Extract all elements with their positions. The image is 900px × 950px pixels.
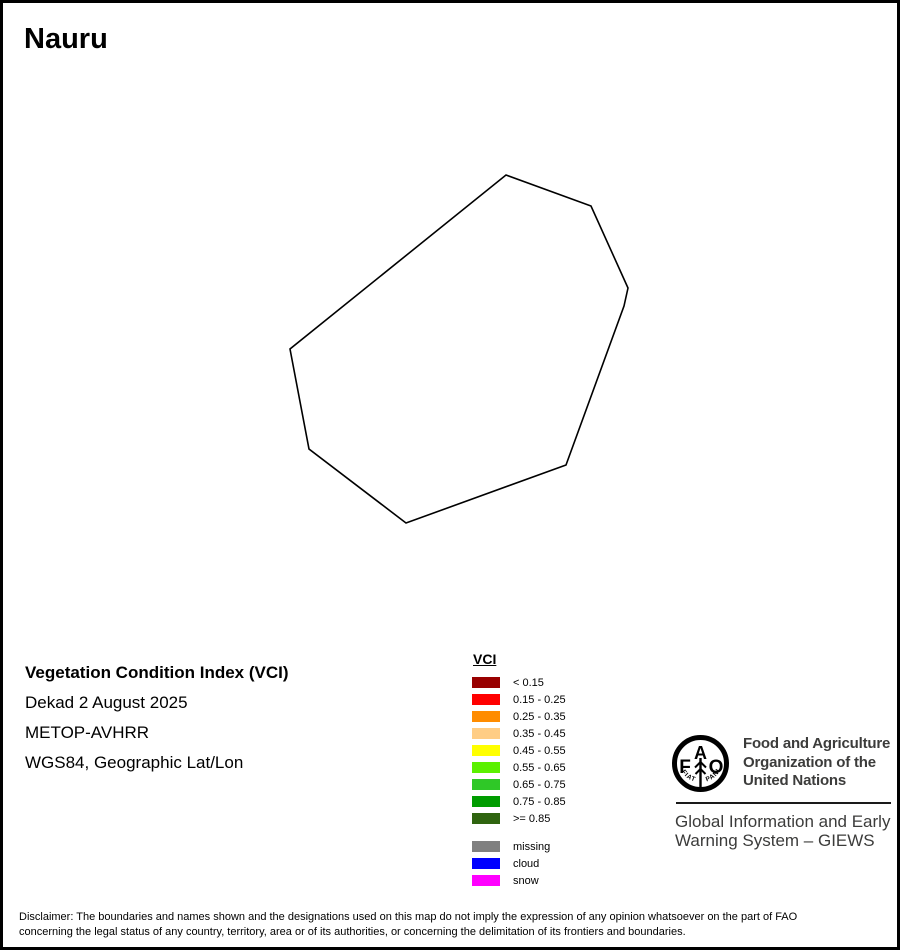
fao-logo-letter-f: F (679, 757, 691, 778)
legend-label: 0.45 - 0.55 (513, 744, 566, 757)
disclaimer: Disclaimer: The boundaries and names sho… (19, 910, 797, 940)
legend-label: 0.25 - 0.35 (513, 710, 566, 723)
legend-row: 0.55 - 0.65 (472, 759, 566, 776)
giews-caption: Global Information and Early Warning Sys… (675, 812, 891, 850)
legend-label: < 0.15 (513, 676, 544, 689)
legend-row: 0.75 - 0.85 (472, 793, 566, 810)
legend-row: cloud (472, 855, 566, 872)
island-outline (289, 174, 629, 524)
map-info-projection: WGS84, Geographic Lat/Lon (25, 753, 244, 772)
page-title: Nauru (24, 23, 108, 55)
fao-logo-letter-o: O (709, 757, 724, 778)
island-outline-map (289, 174, 629, 524)
legend-label: cloud (513, 857, 540, 870)
map-info-sensor: METOP-AVHRR (25, 723, 150, 742)
legend-row: 0.15 - 0.25 (472, 691, 566, 708)
legend-label: missing (513, 840, 551, 853)
legend-row: 0.35 - 0.45 (472, 725, 566, 742)
legend-swatch (472, 762, 500, 773)
fao-org-line: Food and Agriculture (743, 735, 891, 752)
legend-row: >= 0.85 (472, 810, 566, 827)
map-info-heading: Vegetation Condition Index (VCI) (25, 663, 289, 682)
legend-row: < 0.15 (472, 674, 566, 691)
legend-label: snow (513, 874, 539, 887)
legend-row: snow (472, 872, 566, 889)
legend-swatch (472, 796, 500, 807)
legend-swatch (472, 677, 500, 688)
legend-swatch (472, 694, 500, 705)
fao-org-line: United Nations (743, 772, 847, 789)
legend-row: missing (472, 838, 566, 855)
vci-legend-title: VCI (473, 651, 497, 667)
legend-label: 0.65 - 0.75 (513, 778, 566, 791)
map-info-block: Vegetation Condition Index (VCI) Dekad 2… (25, 658, 289, 778)
map-info-dekad: Dekad 2 August 2025 (25, 693, 188, 712)
legend-swatch (472, 728, 500, 739)
fao-logo-wheat-ear (694, 761, 707, 775)
fao-org-name: Food and Agriculture Organization of the… (743, 735, 890, 791)
legend-label: 0.15 - 0.25 (513, 693, 566, 706)
legend-swatch (472, 858, 500, 869)
disclaimer-line: Disclaimer: The boundaries and names sho… (19, 911, 798, 923)
legend-label: 0.55 - 0.65 (513, 761, 566, 774)
fao-divider-rule (676, 802, 891, 804)
legend-swatch (472, 711, 500, 722)
fao-logo-letter-a: A (694, 743, 707, 763)
legend-swatch (472, 745, 500, 756)
fao-logo: A F O FIAT PANIS (671, 734, 729, 792)
legend-label: 0.75 - 0.85 (513, 795, 566, 808)
legend-swatch (472, 841, 500, 852)
legend-row: 0.25 - 0.35 (472, 708, 566, 725)
legend-swatch (472, 779, 500, 790)
legend-status: missing cloud snow (472, 838, 566, 889)
disclaimer-line: concerning the legal status of any count… (19, 926, 686, 938)
legend-classes: < 0.15 0.15 - 0.25 0.25 - 0.35 0.35 - 0.45 0… (472, 674, 566, 827)
giews-caption-line: Warning System – GIEWS (675, 830, 875, 850)
legend-label: 0.35 - 0.45 (513, 727, 566, 740)
legend-row: 0.65 - 0.75 (472, 776, 566, 793)
giews-caption-line: Global Information and Early (675, 812, 891, 831)
legend-swatch (472, 813, 500, 824)
fao-org-line: Organization of the (743, 753, 876, 771)
legend-swatch (472, 875, 500, 886)
legend-label: >= 0.85 (513, 812, 551, 825)
legend-row: 0.45 - 0.55 (472, 742, 566, 759)
vci-legend: VCI < 0.15 0.15 - 0.25 0.25 - 0.35 0.35 - 0… (472, 651, 566, 889)
